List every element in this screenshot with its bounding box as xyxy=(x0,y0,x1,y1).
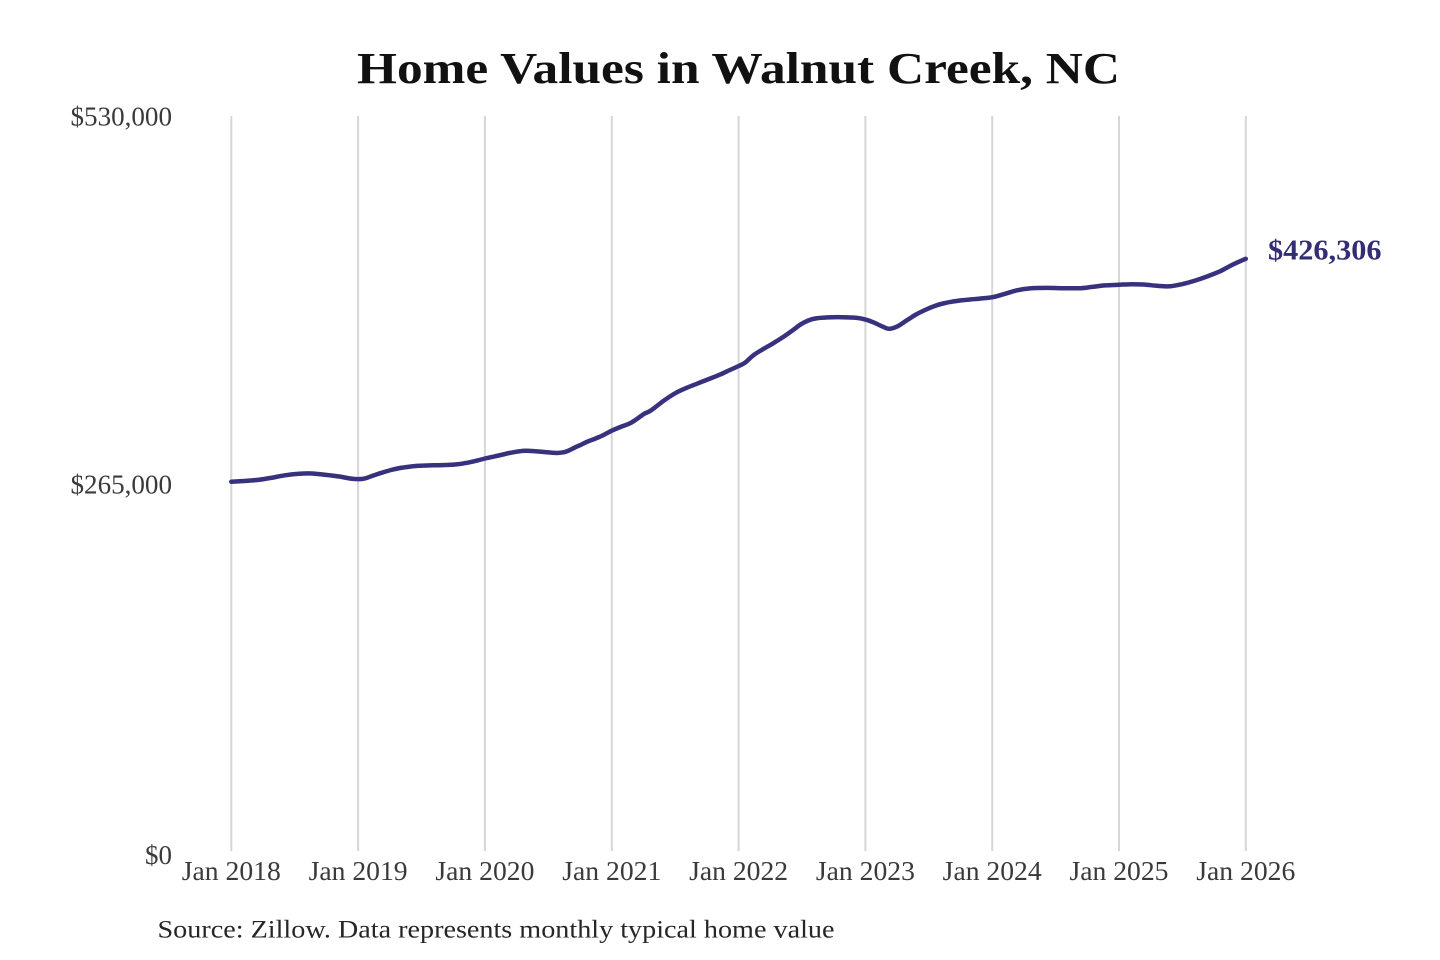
svg-text:$0: $0 xyxy=(145,840,172,870)
svg-text:Jan 2019: Jan 2019 xyxy=(309,856,408,886)
svg-text:Jan 2026: Jan 2026 xyxy=(1196,856,1295,886)
svg-text:Jan 2020: Jan 2020 xyxy=(435,856,534,886)
svg-text:Home Values in Walnut Creek, N: Home Values in Walnut Creek, NC xyxy=(357,44,1120,93)
svg-text:Source: Zillow. Data represent: Source: Zillow. Data represents monthly … xyxy=(158,916,835,943)
svg-text:$265,000: $265,000 xyxy=(71,469,173,499)
svg-text:Jan 2023: Jan 2023 xyxy=(816,856,915,886)
svg-text:Jan 2021: Jan 2021 xyxy=(562,856,661,886)
svg-text:$426,306: $426,306 xyxy=(1268,234,1382,266)
svg-text:Jan 2018: Jan 2018 xyxy=(182,856,281,886)
svg-text:Jan 2025: Jan 2025 xyxy=(1070,856,1169,886)
svg-text:Jan 2022: Jan 2022 xyxy=(689,856,788,886)
svg-text:$530,000: $530,000 xyxy=(71,102,173,132)
svg-text:Jan 2024: Jan 2024 xyxy=(943,856,1043,886)
